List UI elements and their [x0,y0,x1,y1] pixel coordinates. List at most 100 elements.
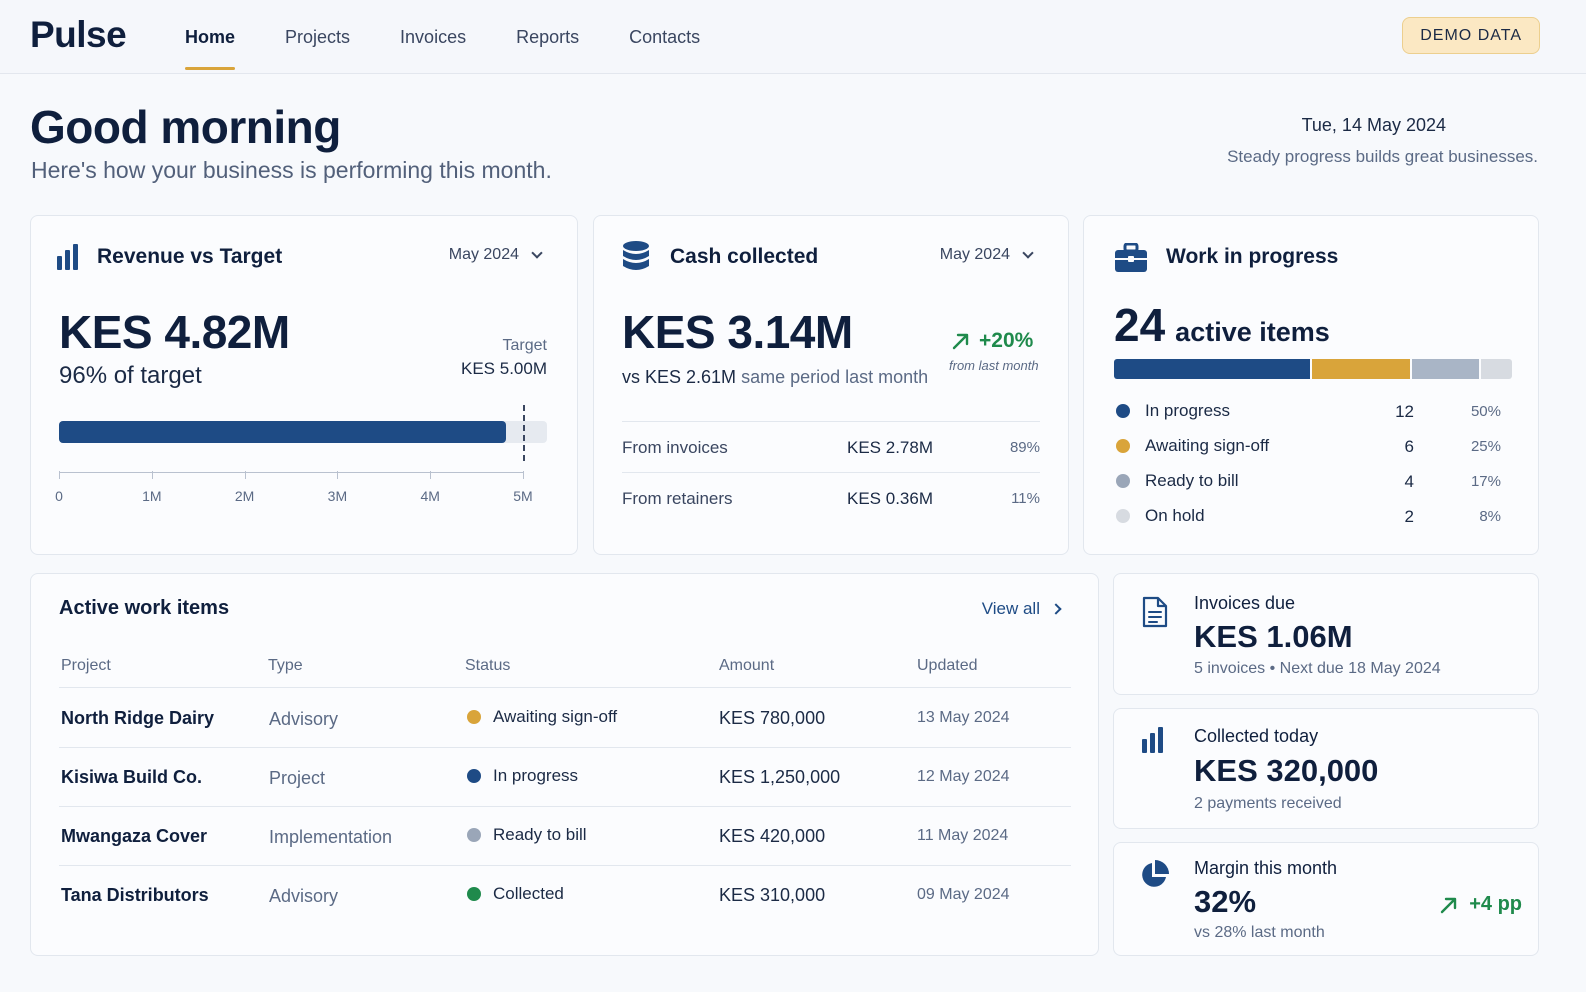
cash-card: Cash collected May 2024 KES 3.14M +20% f… [593,215,1069,555]
col-updated[interactable]: Updated [917,657,978,674]
view-all-link[interactable]: View all [981,599,1062,619]
axis-tick [59,471,60,479]
demo-data-badge[interactable]: DEMO DATA [1402,17,1540,54]
database-icon [623,241,649,270]
cell-amount: KES 310,000 [719,885,826,905]
main-nav: Home Projects Invoices Reports Contacts [185,0,750,74]
margin-sub: vs 28% last month [1194,924,1325,941]
work-items-title: Active work items [59,597,230,619]
cash-row-pct: 11% [1011,490,1040,507]
trend-up-icon [952,333,969,350]
axis-tick [151,471,153,479]
cell-status: In progress [467,766,578,786]
margin-title: Margin this month [1194,858,1338,878]
cash-change-sub: from last month [949,358,1039,373]
revenue-progress-fill [59,421,507,443]
cell-type: Project [269,768,326,788]
revenue-progress-track [59,405,547,461]
col-project[interactable]: Project [61,657,111,674]
col-amount[interactable]: Amount [719,657,775,674]
nav-projects[interactable]: Projects [285,26,351,47]
axis-tick-label: 5M [513,488,533,504]
status-label: Ready to bill [493,825,587,844]
wip-row-on-hold: On hold 2 8% [1114,504,1501,528]
status-dot [1116,474,1130,488]
cell-status: Awaiting sign-off [467,707,617,727]
axis-tick-label: 1M [142,488,162,504]
wip-row-label: Awaiting sign-off [1145,436,1270,455]
axis-tick [244,471,246,479]
status-dot [1116,439,1130,453]
cash-row-pct: 89% [1009,439,1040,456]
invoices-due-card[interactable]: Invoices due KES 1.06M 5 invoices • Next… [1113,573,1539,695]
col-type[interactable]: Type [268,657,303,674]
nav-invoices[interactable]: Invoices [400,26,467,47]
wip-bar-segment [1312,359,1410,379]
cash-vs-text: same period last month [741,367,929,387]
wip-row-awaiting: Awaiting sign-off 6 25% [1114,434,1501,458]
nav-home[interactable]: Home [185,0,236,74]
pie-chart-icon [1142,860,1169,887]
axis-tick-label: 4M [420,488,440,504]
cell-project: Mwangaza Cover [61,826,208,846]
wip-row-count: 12 [1395,402,1414,421]
wip-row-count: 4 [1404,472,1414,491]
cash-change: +20% [951,329,1033,353]
axis-tick-label: 3M [327,488,348,504]
target-label: Target [502,337,547,354]
margin-change-value: +4 pp [1469,893,1522,915]
cash-row-value: KES 0.36M [847,489,933,508]
cell-status: Ready to bill [467,825,587,845]
table-row[interactable]: Kisiwa Build Co. Project In progress KES… [59,748,1071,807]
cell-project: Tana Distributors [61,885,209,905]
target-marker [523,405,525,461]
cash-month-label: May 2024 [939,246,1010,263]
collected-today-value: KES 320,000 [1194,753,1379,788]
wip-stacked-bar [1114,359,1512,379]
cell-project: Kisiwa Build Co. [61,767,203,787]
cell-type: Advisory [269,886,339,906]
axis-tick [337,471,339,479]
table-row[interactable]: Tana Distributors Advisory Collected KES… [59,866,1071,925]
nav-contacts[interactable]: Contacts [629,26,701,47]
status-dot [1116,404,1130,418]
status-dot [467,769,481,783]
cash-row-label: From retainers [622,489,733,508]
wip-count: 24 active items [1114,298,1330,352]
wip-bar-segment [1412,359,1479,379]
col-status[interactable]: Status [465,657,511,674]
wip-row-count: 2 [1404,507,1414,526]
margin-value: 32% [1194,884,1257,919]
cell-type: Implementation [269,827,393,847]
collected-today-card[interactable]: Collected today KES 320,000 2 payments r… [1113,708,1539,829]
cell-amount: KES 1,250,000 [719,767,841,787]
axis-tick [523,471,524,479]
revenue-month-select[interactable]: May 2024 [449,246,543,264]
revenue-card: Revenue vs Target May 2024 KES 4.82M 96%… [30,215,578,555]
wip-row-label: Ready to bill [1145,471,1239,490]
chevron-right-icon [1050,603,1062,615]
greeting-subtitle: Here's how your business is performing t… [31,157,552,183]
margin-card[interactable]: Margin this month 32% vs 28% last month … [1113,842,1539,956]
wip-row-pct: 50% [1470,403,1501,420]
status-label: Collected [493,884,564,903]
cell-amount: KES 420,000 [719,826,826,846]
wip-count-label: active items [1175,317,1330,347]
document-icon [1142,596,1168,628]
wip-bar-segment [1114,359,1310,379]
revenue-axis: 0 1M 2M 3M 4M 5M [55,471,533,504]
view-all-label: View all [981,599,1040,618]
table-row[interactable]: North Ridge Dairy Advisory Awaiting sign… [59,689,1071,748]
app-logo[interactable]: Pulse [30,14,127,55]
status-dot [467,828,481,842]
revenue-title: Revenue vs Target [97,245,283,268]
cash-month-select[interactable]: May 2024 [939,246,1034,264]
nav-reports[interactable]: Reports [516,26,580,47]
cash-change-value: +20% [979,329,1034,352]
margin-change: +4 pp [1439,893,1522,916]
invoices-due-value: KES 1.06M [1194,619,1353,654]
axis-tick-label: 0 [55,488,63,504]
cell-type: Advisory [269,709,339,729]
table-row[interactable]: Mwangaza Cover Implementation Ready to b… [59,807,1071,866]
cell-amount: KES 780,000 [719,708,826,728]
